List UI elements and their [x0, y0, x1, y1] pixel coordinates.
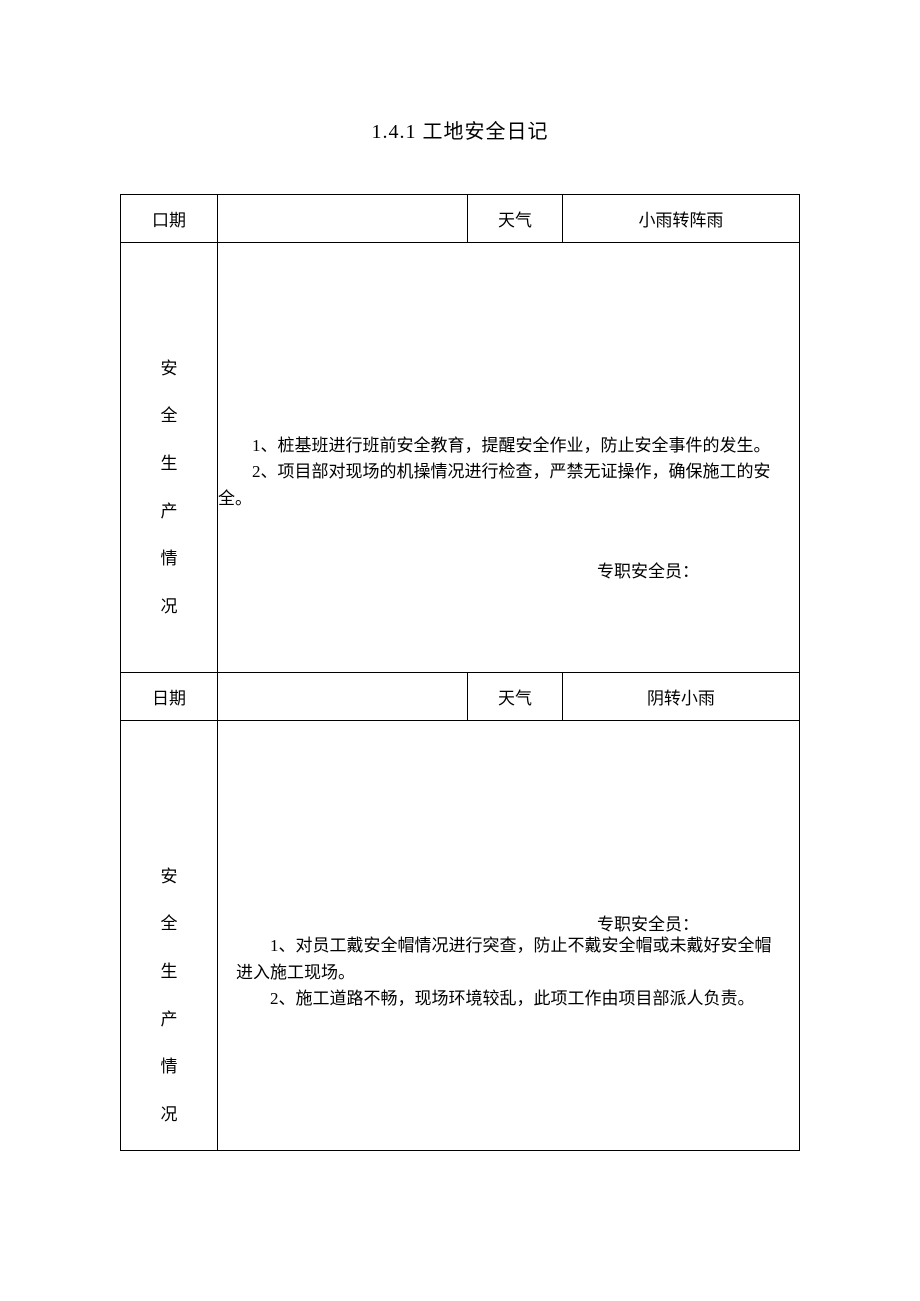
content-text: 1、桩基班进行班前安全教育，提醒安全作业，防止安全事件的发生。 2、项目部对现场… [218, 383, 799, 532]
content-line-2: 2、项目部对现场的机操情况进行检查，严禁无证操作，确保施工的安全。 [218, 459, 777, 512]
content-text: 1、对员工戴安全帽情况进行突查，防止不戴安全帽或未戴好安全帽进入施工现场。 2、… [218, 838, 799, 1032]
content-line-2: 2、施工道路不畅，现场环境较乱，此项工作由项目部派人负责。 [236, 986, 777, 1012]
side-label: 安全生产情况 [121, 721, 218, 1151]
content-line-1: 1、桩基班进行班前安全教育，提醒安全作业，防止安全事件的发生。 [218, 433, 777, 459]
weather-value: 阴转小雨 [562, 673, 799, 721]
document-title: 1.4.1 工地安全日记 [120, 115, 800, 144]
side-label-text: 安全生产情况 [139, 345, 199, 631]
date-label: 口期 [121, 195, 218, 243]
side-label-text: 安全生产情况 [139, 853, 199, 1139]
weather-label: 天气 [468, 673, 563, 721]
entry-2-content-row: 安全生产情况 1、对员工戴安全帽情况进行突查，防止不戴安全帽或未戴好安全帽进入施… [121, 721, 800, 1151]
weather-label: 天气 [468, 195, 563, 243]
content-line-1: 1、对员工戴安全帽情况进行突查，防止不戴安全帽或未戴好安全帽进入施工现场。 [236, 933, 777, 986]
safety-log-table: 口期 天气 小雨转阵雨 安全生产情况 1、桩基班进行班前安全教育，提醒安全作业，… [120, 194, 800, 1151]
entry-1-content-row: 安全生产情况 1、桩基班进行班前安全教育，提醒安全作业，防止安全事件的发生。 2… [121, 243, 800, 673]
date-value [218, 195, 468, 243]
signature-label: 专职安全员： [597, 557, 699, 582]
entry-1-header-row: 口期 天气 小雨转阵雨 [121, 195, 800, 243]
content-cell: 1、桩基班进行班前安全教育，提醒安全作业，防止安全事件的发生。 2、项目部对现场… [218, 243, 800, 673]
date-value [218, 673, 468, 721]
entry-2-header-row: 日期 天气 阴转小雨 [121, 673, 800, 721]
signature-label: 专职安全员： [597, 910, 699, 935]
weather-value: 小雨转阵雨 [562, 195, 799, 243]
side-label: 安全生产情况 [121, 243, 218, 673]
content-cell: 1、对员工戴安全帽情况进行突查，防止不戴安全帽或未戴好安全帽进入施工现场。 2、… [218, 721, 800, 1151]
date-label: 日期 [121, 673, 218, 721]
